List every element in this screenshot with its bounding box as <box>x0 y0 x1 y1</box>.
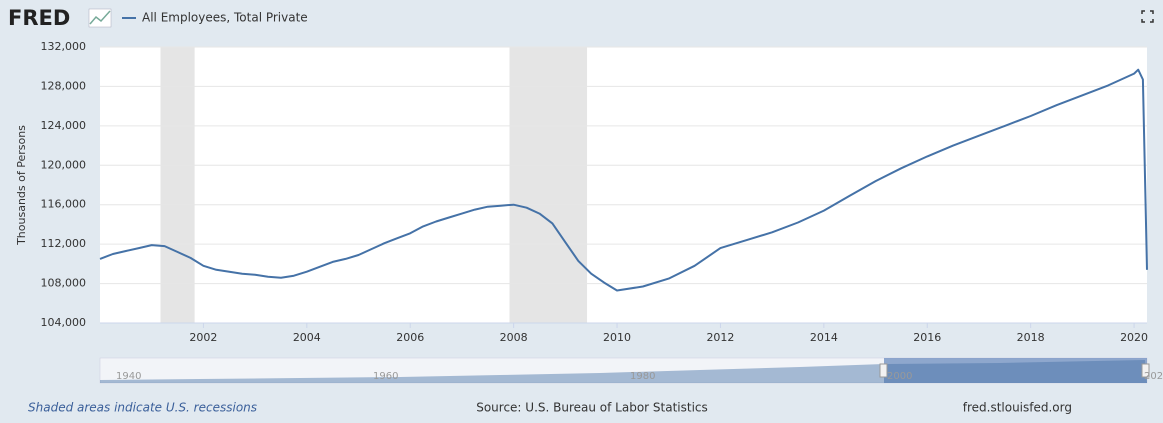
navigator-label: 1960 <box>373 371 398 382</box>
navigator <box>99 357 1150 384</box>
x-tick-label: 2018 <box>1017 331 1045 344</box>
x-tick-label: 2006 <box>396 331 424 344</box>
x-tick-label: 2002 <box>189 331 217 344</box>
recession-band <box>509 47 588 323</box>
y-tick-label: 116,000 <box>41 198 87 211</box>
y-tick-label: 132,000 <box>41 40 87 53</box>
x-tick-label: 2020 <box>1120 331 1148 344</box>
y-tick-label: 128,000 <box>41 79 87 92</box>
fullscreen-icon[interactable] <box>1141 10 1154 23</box>
y-tick-label: 124,000 <box>41 119 87 132</box>
navigator-label: 1940 <box>116 371 141 382</box>
logo: FRED <box>8 6 70 30</box>
recession-note[interactable]: Shaded areas indicate U.S. recessions <box>28 401 257 415</box>
y-tick-label: 120,000 <box>41 158 87 171</box>
source: Source: U.S. Bureau of Labor Statistics <box>476 401 708 415</box>
logo-icon <box>88 8 112 28</box>
x-tick-label: 2016 <box>913 331 941 344</box>
y-tick-label: 104,000 <box>41 316 87 329</box>
legend-label: All Employees, Total Private <box>142 11 308 25</box>
series-line <box>99 68 1148 292</box>
site[interactable]: fred.stlouisfed.org <box>963 401 1072 415</box>
x-tick-label: 2010 <box>603 331 631 344</box>
navigator-label: 2000 <box>887 371 912 382</box>
x-tick-label: 2008 <box>500 331 528 344</box>
y-axis-label: Thousands of Persons <box>15 125 28 246</box>
plot-area <box>100 47 1147 323</box>
y-tick-label: 108,000 <box>41 277 87 290</box>
x-tick-label: 2004 <box>293 331 321 344</box>
recession-band <box>160 47 195 323</box>
x-tick-label: 2014 <box>810 331 838 344</box>
x-tick-label: 2012 <box>706 331 734 344</box>
y-tick-label: 112,000 <box>41 237 87 250</box>
navigator-label: 1980 <box>630 371 655 382</box>
navigator-label: 2020 <box>1144 371 1163 382</box>
